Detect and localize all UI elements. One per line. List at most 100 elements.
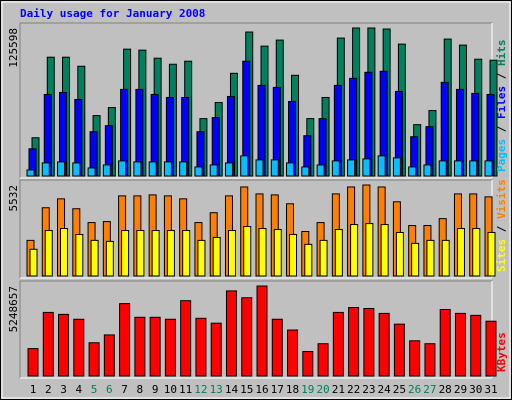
bar	[319, 239, 328, 277]
x-tick-label: 13	[210, 383, 223, 396]
x-tick-label: 15	[240, 383, 253, 396]
bar	[103, 334, 115, 377]
bar	[73, 318, 85, 377]
bar	[195, 317, 207, 377]
x-tick-label: 29	[454, 383, 467, 396]
bar	[57, 161, 66, 177]
bar	[60, 228, 69, 277]
bar	[87, 167, 96, 177]
bar	[470, 314, 482, 377]
bar	[44, 230, 53, 277]
bar	[72, 162, 81, 177]
x-tick-label: 17	[271, 383, 284, 396]
x-tick-label: 3	[60, 383, 67, 396]
bar	[75, 233, 84, 277]
x-tick-label: 22	[347, 383, 360, 396]
bar	[255, 159, 264, 177]
y-tick-label: 125598	[7, 28, 20, 68]
x-tick-label: 5	[91, 383, 98, 396]
legend-separator: /	[495, 119, 508, 139]
legend-entry: Hits	[495, 40, 508, 67]
legend: Sites / Visits	[495, 179, 508, 272]
bar	[149, 316, 161, 377]
legend-entry: Pages	[495, 139, 508, 172]
bar	[270, 159, 279, 177]
bar	[166, 230, 175, 277]
bar	[380, 224, 389, 277]
bar	[301, 166, 310, 177]
chart-title: Daily usage for January 2008	[20, 7, 205, 20]
bar	[42, 311, 54, 377]
bar	[136, 230, 145, 277]
bar	[409, 340, 421, 377]
bar	[289, 233, 298, 277]
legend-separator: /	[495, 219, 508, 239]
bar	[426, 239, 435, 277]
bar	[163, 161, 172, 177]
bar	[164, 318, 176, 377]
bar	[133, 161, 142, 177]
bar	[378, 312, 390, 377]
x-tick-label: 4	[75, 383, 82, 396]
x-tick-label: 9	[152, 383, 159, 396]
bar	[469, 160, 478, 177]
x-tick-label: 8	[137, 383, 144, 396]
bar	[58, 313, 70, 377]
bar	[118, 160, 127, 177]
bar	[27, 348, 39, 377]
x-tick-label: 25	[393, 383, 406, 396]
legend-entry: Visits	[495, 179, 508, 219]
x-tick-label: 12	[194, 383, 207, 396]
bar	[212, 236, 221, 277]
x-tick-label: 14	[225, 383, 239, 396]
bar	[392, 157, 401, 177]
x-tick-label: 16	[255, 383, 268, 396]
bar	[408, 166, 417, 177]
bar	[241, 297, 253, 377]
bar	[121, 230, 130, 277]
bar	[258, 228, 267, 277]
bar	[134, 316, 146, 377]
bar	[209, 164, 218, 177]
bar	[362, 158, 371, 177]
bar	[224, 162, 233, 177]
bar	[423, 164, 432, 177]
bar	[302, 351, 314, 377]
bar	[102, 164, 111, 177]
bar	[243, 226, 252, 277]
x-tick-label: 24	[378, 383, 392, 396]
bar	[456, 228, 465, 277]
bar	[29, 248, 38, 277]
bar	[334, 229, 343, 277]
bar	[365, 223, 374, 277]
bar	[227, 230, 236, 277]
bar	[90, 239, 99, 277]
x-tick-label: 26	[408, 383, 421, 396]
bar	[197, 239, 206, 277]
bar	[41, 162, 50, 177]
bar	[331, 160, 340, 177]
bar	[453, 160, 462, 177]
x-tick-label: 11	[179, 383, 192, 396]
x-tick-label: 7	[121, 383, 128, 396]
bar	[26, 169, 35, 177]
x-tick-label: 1	[30, 383, 37, 396]
x-tick-label: 6	[106, 383, 113, 396]
x-tick-label: 18	[286, 383, 299, 396]
x-tick-label: 23	[362, 383, 375, 396]
x-tick-label: 2	[45, 383, 52, 396]
bar	[88, 342, 100, 377]
bar	[179, 161, 188, 177]
bar	[347, 159, 356, 177]
legend-entry: KBytes	[495, 332, 508, 372]
bar	[240, 155, 249, 177]
bar	[350, 224, 359, 277]
bar	[180, 300, 192, 377]
bar	[273, 229, 282, 277]
bar	[363, 307, 375, 377]
bar	[424, 343, 436, 377]
bar	[316, 164, 325, 177]
bar	[439, 308, 451, 377]
x-tick-label: 21	[332, 383, 345, 396]
